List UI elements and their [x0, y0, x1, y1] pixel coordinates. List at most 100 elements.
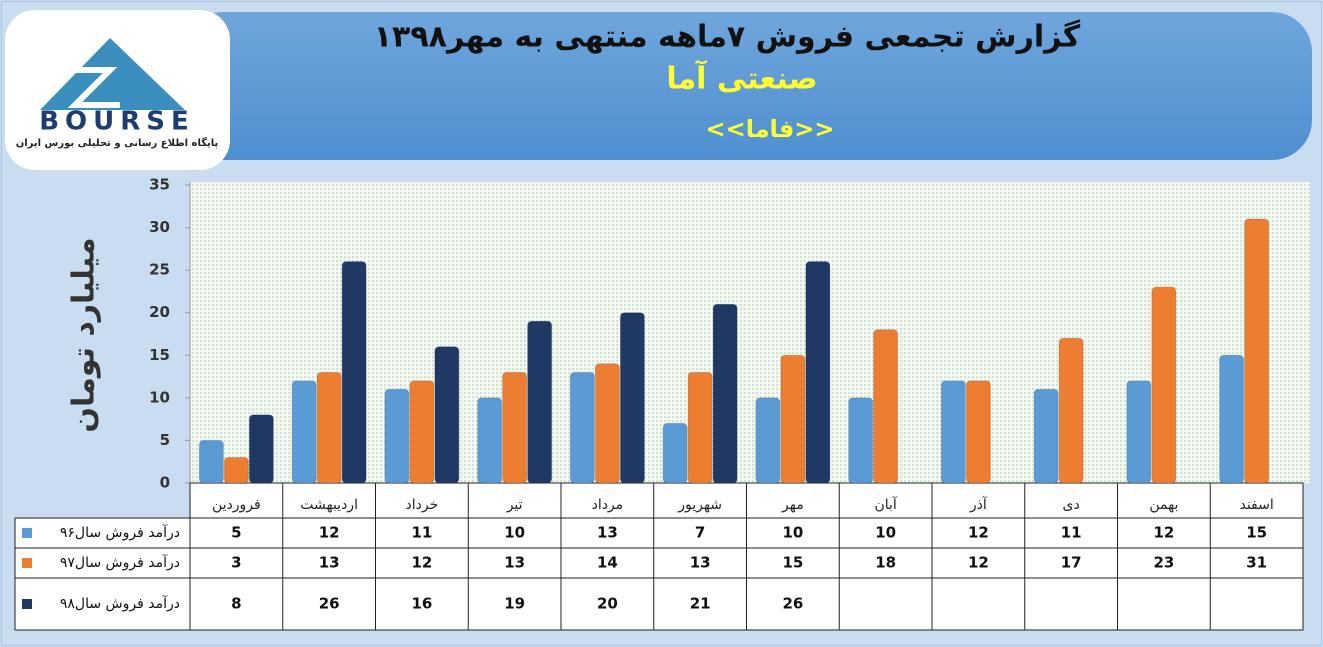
x-tick-label: آبان: [874, 496, 897, 513]
logo-mark: [40, 38, 185, 110]
table-value: 11: [411, 524, 432, 542]
y-tick-label: 35: [149, 176, 170, 194]
table-value: 5: [231, 524, 241, 542]
y-tick-label: 5: [160, 431, 170, 449]
table-value: 26: [319, 595, 340, 613]
table-value: 26: [782, 595, 803, 613]
bar: [569, 371, 595, 484]
bar: [341, 261, 367, 484]
x-tick-label: مرداد: [592, 497, 624, 513]
table-value: 12: [1153, 524, 1174, 542]
bar: [502, 371, 528, 484]
x-tick-label: اسفند: [1239, 497, 1273, 513]
chart-symbol: <<فاما>>: [705, 115, 834, 143]
table-value: 7: [695, 524, 705, 542]
table-frame: [14, 517, 1304, 631]
table-value: 12: [968, 554, 989, 572]
logo-mark-inner: [67, 67, 120, 108]
y-tick-label: 30: [149, 218, 170, 236]
table-value: 14: [597, 554, 618, 572]
plot-area: [190, 182, 1310, 483]
chart-title: گزارش تجمعی فروش ۷ماهه منتهی به مهر۱۳۹۸: [374, 19, 1081, 55]
x-tick-label: فروردین: [212, 497, 261, 513]
legend-label: درآمد فروش سال۹۸: [60, 595, 180, 612]
bar: [1244, 218, 1270, 484]
table-value: 13: [319, 554, 340, 572]
bar: [1151, 286, 1177, 484]
bar: [940, 380, 966, 484]
y-tick-label: 10: [149, 388, 170, 406]
bar: [1126, 380, 1152, 484]
table-value: 13: [597, 524, 618, 542]
y-axis-label: میلیارد تومان: [67, 237, 102, 432]
bar: [384, 388, 410, 484]
table-value: 12: [319, 524, 340, 542]
header-banner: [183, 12, 1312, 160]
x-tick-label: اردیبهشت: [300, 497, 358, 513]
legend-label: درآمد فروش سال۹۷: [60, 554, 180, 571]
chart-subtitle: صنعتی آما: [666, 60, 817, 97]
bar: [619, 312, 645, 484]
bar: [965, 380, 991, 484]
table-value: 16: [411, 595, 432, 613]
bar: [805, 261, 831, 484]
bar: [873, 329, 899, 484]
table-value: 8: [231, 595, 241, 613]
x-tick-label: مهر: [781, 497, 804, 513]
table-value: 10: [504, 524, 525, 542]
legend-swatch: [22, 558, 32, 568]
logo-brand: BOURSE: [39, 107, 195, 137]
table-value: 18: [875, 554, 896, 572]
legend-swatch: [22, 528, 32, 538]
table-value: 19: [504, 595, 525, 613]
bar: [848, 397, 874, 484]
bar: [434, 346, 460, 484]
x-tick-label: دی: [1063, 497, 1080, 513]
y-tick-label: 0: [160, 474, 170, 492]
bar: [1058, 337, 1084, 484]
legend-label: درآمد فروش سال۹۶: [60, 524, 180, 541]
y-tick-label: 15: [149, 346, 170, 364]
table-value: 31: [1246, 554, 1267, 572]
bar: [223, 456, 249, 484]
table-value: 13: [504, 554, 525, 572]
bar: [409, 380, 435, 484]
y-tick-label: 20: [149, 303, 170, 321]
table-value: 15: [1246, 524, 1267, 542]
table-value: 10: [782, 524, 803, 542]
logo-tagline: پایگاه اطلاع رسانی و تحلیلی بورس ایران: [16, 136, 219, 149]
bar: [316, 371, 342, 484]
bar: [780, 354, 806, 484]
legend-swatch: [22, 599, 32, 609]
table-value: 10: [875, 524, 896, 542]
bar: [198, 439, 224, 484]
table-value: 13: [690, 554, 711, 572]
x-tick-label: آذر: [969, 496, 988, 513]
y-tick-label: 25: [149, 261, 170, 279]
table-value: 3: [231, 554, 241, 572]
bar: [477, 397, 503, 484]
x-tick-label: بهمن: [1149, 497, 1178, 513]
table-value: 21: [690, 595, 711, 613]
bar: [1033, 388, 1059, 484]
x-tick-label: شهریور: [677, 497, 722, 513]
table-value: 17: [1061, 554, 1082, 572]
bar: [291, 380, 317, 484]
table-value: 12: [411, 554, 432, 572]
table-value: 20: [597, 595, 618, 613]
bar: [248, 414, 274, 484]
bar: [687, 371, 713, 484]
bar: [594, 363, 620, 484]
bar: [662, 422, 688, 484]
bar: [755, 397, 781, 484]
bar: [1219, 354, 1245, 484]
bar: [712, 303, 738, 484]
x-tick-label: خرداد: [406, 497, 439, 513]
table-value: 15: [782, 554, 803, 572]
x-tick-label: تیر: [506, 497, 523, 513]
table-value: 12: [968, 524, 989, 542]
bar: [527, 320, 553, 484]
table-value: 11: [1061, 524, 1082, 542]
table-value: 23: [1153, 554, 1174, 572]
